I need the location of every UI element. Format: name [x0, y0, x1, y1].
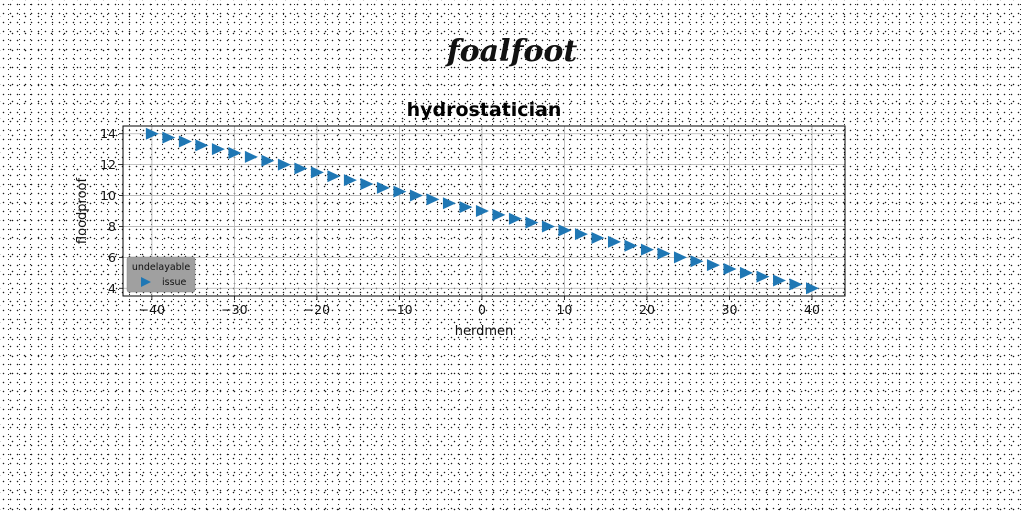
- data-point-marker: [195, 139, 209, 152]
- data-point-marker: [459, 201, 473, 214]
- x-tick-label: 20: [639, 302, 655, 317]
- data-point-marker: [756, 270, 770, 283]
- y-tick-label: 10: [100, 188, 116, 203]
- y-tick-label: 8: [108, 219, 116, 234]
- legend-marker-icon: [141, 277, 151, 287]
- x-tick-label: −30: [221, 302, 247, 317]
- data-point-marker: [327, 170, 341, 183]
- y-tick-label: 12: [100, 157, 116, 172]
- plot-frame: [122, 125, 846, 297]
- figure-title: foalfoot: [446, 34, 578, 69]
- data-point-marker: [574, 228, 588, 241]
- data-point-marker: [789, 278, 803, 291]
- data-point-marker: [706, 259, 720, 272]
- x-tick-label: 0: [478, 302, 486, 317]
- data-point-marker: [393, 185, 407, 198]
- data-point-marker: [294, 162, 308, 175]
- data-point-marker: [426, 193, 440, 206]
- legend-label: issue: [162, 277, 187, 288]
- data-point-marker: [310, 166, 324, 179]
- data-point-marker: [723, 262, 737, 275]
- data-point-marker: [228, 147, 242, 160]
- data-point-marker: [739, 266, 753, 279]
- data-point-marker: [492, 208, 506, 221]
- x-tick-label: 10: [556, 302, 572, 317]
- data-point-marker: [805, 282, 819, 295]
- data-point-marker: [162, 131, 176, 144]
- data-point-marker: [607, 235, 621, 248]
- data-point-marker: [244, 150, 258, 163]
- data-markers: [145, 127, 819, 295]
- data-point-marker: [409, 189, 423, 202]
- data-point-marker: [277, 158, 291, 171]
- data-point-marker: [145, 127, 159, 140]
- data-point-marker: [772, 274, 786, 287]
- data-point-marker: [343, 174, 357, 187]
- data-point-marker: [211, 143, 225, 156]
- data-point-marker: [178, 135, 192, 148]
- data-point-marker: [558, 224, 572, 237]
- legend-title: undelayable: [132, 262, 190, 273]
- x-tick-label: −40: [139, 302, 165, 317]
- axis-ticks: −40 −30 −20 −10 0 10 20 30 40 4 6 8 10 12 14: [100, 126, 820, 317]
- data-point-marker: [624, 239, 638, 252]
- data-point-marker: [541, 220, 555, 233]
- chart-title: hydrostatician: [407, 99, 562, 121]
- x-tick-label: 40: [804, 302, 820, 317]
- legend: undelayable issue: [126, 256, 196, 293]
- data-point-marker: [475, 205, 489, 217]
- data-point-marker: [591, 232, 605, 245]
- data-point-marker: [442, 197, 456, 210]
- data-point-marker: [525, 216, 539, 229]
- data-point-marker: [657, 247, 671, 260]
- x-tick-label: −20: [304, 302, 330, 317]
- data-point-marker: [376, 181, 390, 194]
- x-tick-label: 30: [722, 302, 738, 317]
- data-point-marker: [640, 243, 654, 256]
- data-point-marker: [673, 251, 687, 264]
- x-axis-label: herdmen: [455, 324, 514, 339]
- grid: [123, 126, 845, 296]
- data-point-marker: [261, 154, 275, 167]
- data-point-marker: [360, 177, 374, 190]
- data-point-marker: [690, 255, 704, 268]
- y-tick-label: 14: [100, 126, 116, 141]
- y-tick-label: 6: [108, 250, 116, 265]
- data-point-marker: [508, 212, 522, 225]
- y-tick-label: 4: [108, 281, 116, 296]
- x-tick-label: −10: [386, 302, 412, 317]
- y-axis-label: floodproof: [75, 178, 90, 245]
